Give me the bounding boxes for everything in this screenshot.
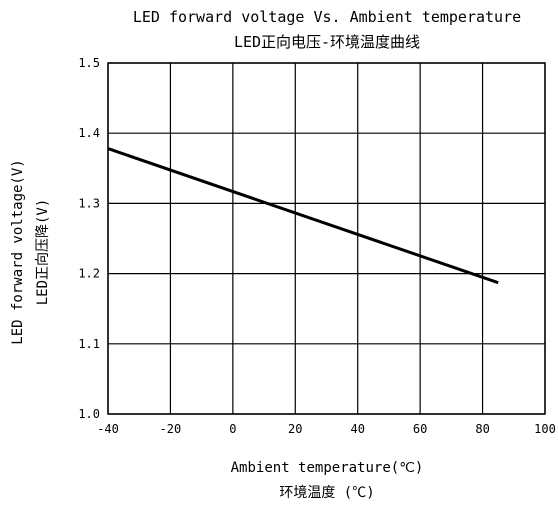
grid — [107, 62, 546, 415]
chart-subtitle: LED正向电压-环境温度曲线 — [234, 33, 420, 51]
y-axis-ticks: 1.0 1.1 1.2 1.3 1.4 1.5 — [78, 56, 100, 421]
y-tick-label: 1.5 — [78, 56, 100, 70]
x-tick-label: 40 — [350, 422, 364, 436]
y-tick-label: 1.4 — [78, 126, 100, 140]
plot-frame — [107, 62, 546, 415]
x-tick-label: 100 — [534, 422, 556, 436]
series-group — [107, 147, 499, 285]
y-tick-label: 1.1 — [78, 337, 100, 351]
x-tick-label: 60 — [413, 422, 427, 436]
chart-title: LED forward voltage Vs. Ambient temperat… — [133, 8, 521, 26]
x-axis-ticks: -40 -20 0 20 40 60 80 100 — [97, 422, 556, 436]
series-line-0 — [107, 147, 499, 285]
y-tick-label: 1.2 — [78, 267, 100, 281]
x-axis-label-cn: 环境温度 (℃) — [279, 485, 374, 501]
x-tick-label: 20 — [288, 422, 302, 436]
y-tick-label: 1.0 — [78, 407, 100, 421]
y-axis-label: LED forward voltage(V) — [10, 159, 26, 344]
y-tick-label: 1.3 — [78, 196, 100, 210]
x-tick-label: -40 — [97, 422, 119, 436]
x-axis-label: Ambient temperature(℃) — [231, 460, 424, 476]
y-axis-label-cn: LED正向压降(V) — [35, 199, 51, 306]
x-tick-label: 80 — [475, 422, 489, 436]
x-tick-label: -20 — [160, 422, 182, 436]
x-tick-label: 0 — [229, 422, 236, 436]
